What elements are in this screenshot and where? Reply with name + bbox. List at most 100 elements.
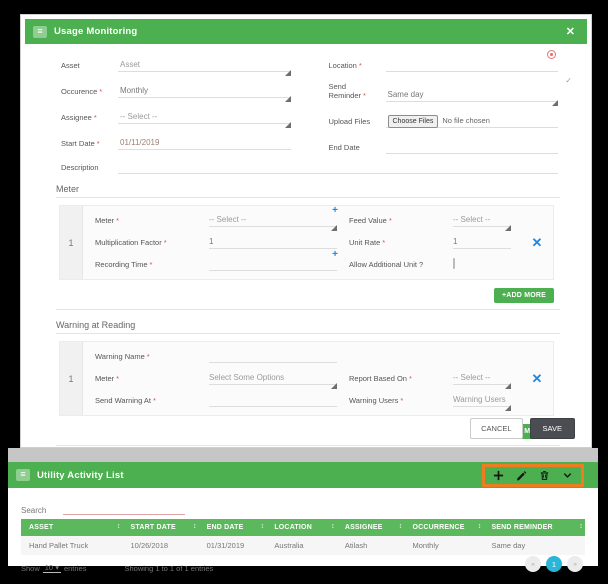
- add-time-icon[interactable]: +: [332, 249, 338, 260]
- required-asterisk: *: [382, 238, 386, 247]
- grid-filler: [453, 350, 511, 363]
- send-reminder-label-text: Send Reminder: [328, 82, 362, 100]
- upload-files-row: Upload Files Choose Files No file chosen: [329, 112, 558, 128]
- location-label-text: Location: [328, 61, 357, 70]
- pagination-next-button[interactable]: »: [567, 556, 583, 572]
- column-header-assignee[interactable]: ASSIGNEE ↕: [336, 519, 405, 536]
- resize-handle-icon: [505, 405, 511, 411]
- required-asterisk: *: [93, 113, 97, 122]
- warning-row-number: 1: [60, 342, 83, 415]
- form-left-column: Asset Asset Occurence * Monthly Assignee *: [61, 56, 291, 164]
- column-header-asset[interactable]: ASSET ↕: [21, 519, 123, 536]
- asset-row: Asset Asset: [61, 56, 291, 76]
- required-asterisk: *: [363, 91, 366, 100]
- delete-icon[interactable]: [539, 470, 550, 481]
- add-meter-icon[interactable]: +: [332, 205, 338, 216]
- table-row[interactable]: Hand Pallet Truck 10/26/2018 01/31/2019 …: [21, 536, 585, 555]
- unit-rate-label: Unit Rate *: [349, 238, 441, 249]
- pagination-page-1-button[interactable]: 1: [546, 556, 562, 572]
- close-icon[interactable]: ✕: [565, 26, 575, 38]
- asset-select[interactable]: Asset: [118, 58, 291, 76]
- save-button[interactable]: SAVE: [529, 418, 575, 439]
- cell-end-date: 01/31/2019: [198, 536, 267, 555]
- required-asterisk: *: [153, 396, 156, 405]
- recording-time-input[interactable]: +: [209, 249, 338, 271]
- column-header-end-date[interactable]: END DATE ↕: [198, 519, 267, 536]
- required-asterisk: *: [96, 139, 100, 148]
- feed-value-select[interactable]: -- Select --: [453, 214, 511, 231]
- occurrence-select[interactable]: Monthly: [118, 84, 291, 102]
- modal-footer: CANCEL SAVE: [470, 418, 575, 439]
- pagination-prev-button[interactable]: «: [525, 556, 541, 572]
- warning-users-select[interactable]: Warning Users: [453, 394, 511, 411]
- warning-meter-label: Meter *: [95, 374, 197, 385]
- send-reminder-select[interactable]: Same day: [385, 88, 558, 106]
- search-input[interactable]: [63, 503, 185, 515]
- edit-icon[interactable]: [516, 470, 527, 481]
- sort-icon[interactable]: ↕: [116, 523, 121, 530]
- column-header-start-date[interactable]: START DATE ↕: [122, 519, 199, 536]
- feed-value-value: -- Select --: [453, 215, 491, 224]
- required-asterisk: *: [99, 87, 103, 96]
- add-icon[interactable]: [493, 470, 504, 481]
- start-date-label-text: Start Date: [61, 139, 95, 148]
- warning-users-value: Warning Users: [453, 395, 506, 404]
- report-based-on-label: Report Based On *: [349, 374, 441, 385]
- meter-add-more-button[interactable]: +ADD MORE: [494, 288, 554, 303]
- start-date-label: Start Date *: [61, 139, 118, 150]
- sort-icon[interactable]: ↕: [398, 523, 403, 530]
- report-based-on-select[interactable]: -- Select --: [453, 372, 511, 389]
- assignee-label: Assignee *: [61, 113, 118, 124]
- sort-icon[interactable]: ↕: [331, 523, 335, 530]
- multiplication-factor-value: 1: [209, 237, 214, 246]
- allow-additional-unit-checkbox[interactable]: [453, 258, 455, 269]
- meter-label: Meter *: [95, 216, 197, 227]
- unit-rate-input[interactable]: 1: [453, 236, 511, 249]
- resize-handle-icon: [505, 383, 511, 389]
- report-based-on-value: -- Select --: [453, 373, 491, 382]
- assignee-select[interactable]: -- Select --: [118, 110, 291, 128]
- sort-icon[interactable]: ↕: [579, 523, 583, 530]
- resize-handle-icon: [331, 383, 337, 389]
- search-label: Search: [21, 506, 47, 515]
- menu-icon: ≡: [33, 25, 47, 38]
- resize-handle-icon: [284, 122, 291, 128]
- description-input[interactable]: [118, 162, 558, 174]
- column-header-send-reminder[interactable]: SEND REMINDER ↕: [483, 519, 585, 536]
- section-divider: [56, 333, 560, 334]
- meter-section-title: Meter: [56, 184, 80, 194]
- location-row: Location * ✓: [329, 50, 572, 85]
- start-date-value: 01/11/2019: [120, 138, 160, 147]
- remove-meter-row-icon[interactable]: ✕: [531, 234, 543, 250]
- warning-meter-select[interactable]: Select Some Options: [209, 372, 337, 389]
- location-input[interactable]: ✓: [385, 50, 572, 85]
- column-header-location[interactable]: LOCATION ↕: [266, 519, 337, 536]
- meter-label-text: Meter: [95, 216, 115, 225]
- warning-meter-label-text: Meter: [95, 374, 115, 383]
- chevron-down-icon[interactable]: [562, 470, 573, 481]
- modal-header: ≡ Usage Monitoring ✕: [25, 19, 587, 44]
- grid-filler: [349, 361, 441, 363]
- column-header-occurrence[interactable]: OCCURRENCE ↕: [404, 519, 484, 536]
- form-right-column: Location * ✓ Send Reminder * Same day U: [328, 50, 572, 164]
- sort-icon[interactable]: ↕: [477, 523, 482, 530]
- section-divider: [56, 309, 560, 310]
- send-warning-at-input[interactable]: [209, 394, 337, 407]
- multiplication-factor-input[interactable]: 1: [209, 236, 337, 249]
- file-chosen-status: No file chosen: [442, 116, 490, 125]
- multiplication-factor-label-text: Multiplication Factor: [95, 238, 162, 247]
- meter-row: 1 Meter * -- Select -- + Feed Value * -- S…: [59, 205, 554, 280]
- asset-label: Asset: [61, 61, 80, 70]
- remove-warning-row-icon[interactable]: ✕: [531, 370, 543, 386]
- caret-down-icon: ▾: [55, 563, 59, 572]
- sort-icon[interactable]: ↕: [192, 523, 197, 530]
- choose-files-button[interactable]: Choose Files: [387, 115, 439, 128]
- location-label: Location *: [329, 61, 386, 72]
- warning-name-input[interactable]: [209, 350, 337, 363]
- meter-select[interactable]: -- Select -- +: [209, 205, 338, 231]
- sort-icon[interactable]: ↕: [260, 523, 265, 530]
- start-date-input[interactable]: 01/11/2019: [118, 136, 291, 150]
- page-size-select[interactable]: 10 ▾: [42, 563, 61, 573]
- cancel-button[interactable]: CANCEL: [470, 418, 523, 439]
- end-date-input[interactable]: [385, 140, 558, 154]
